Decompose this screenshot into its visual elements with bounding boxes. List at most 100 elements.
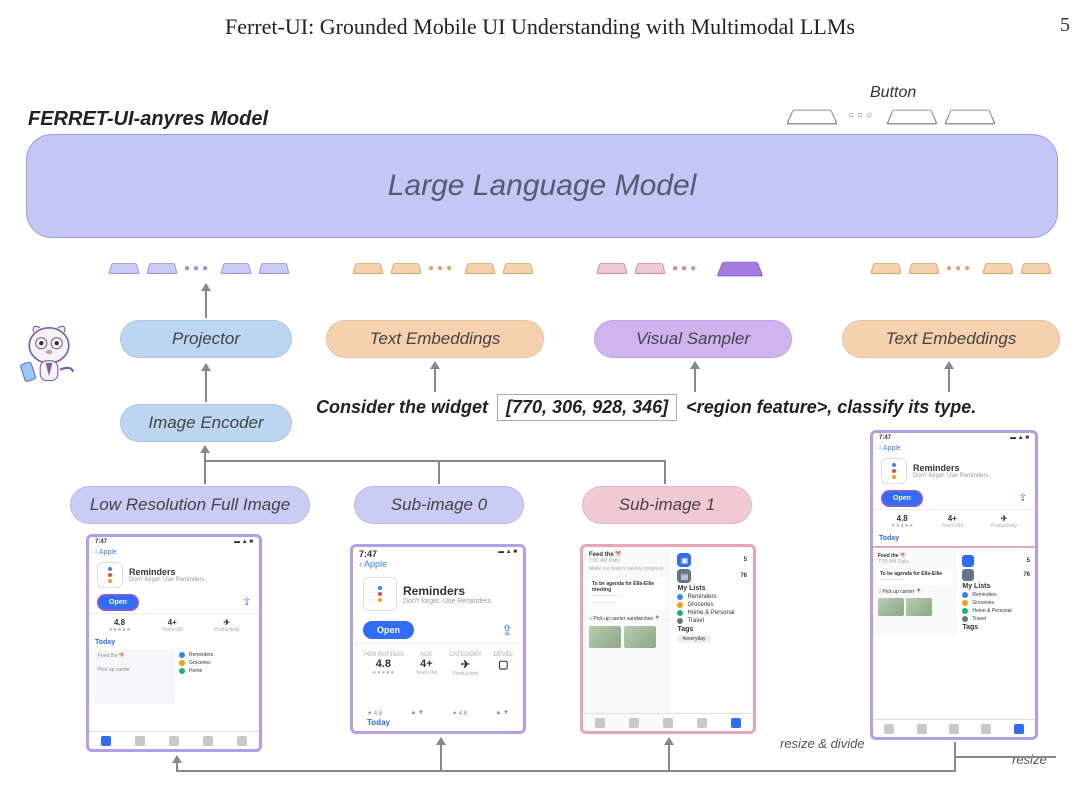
paper-title: Ferret-UI: Grounded Mobile UI Understand… bbox=[0, 0, 1080, 40]
screenshot-original: 7:47 ▬ ▲ ■ ‹ Apple Reminders Don't forget… bbox=[870, 430, 1038, 740]
resize-label: resize bbox=[1012, 752, 1047, 767]
status-icons: ▬ ▲ ■ bbox=[1010, 435, 1029, 441]
list-item: Travel bbox=[677, 618, 747, 624]
ellipsis-icon: ●●● bbox=[428, 263, 455, 274]
app-title: Reminders bbox=[403, 584, 493, 598]
resize-divide-label: resize & divide bbox=[780, 736, 865, 751]
sub-image-0-label: Sub-image 0 bbox=[354, 486, 524, 524]
list-item: Travel bbox=[962, 616, 1030, 622]
tabbar bbox=[873, 719, 1035, 737]
app-icon bbox=[363, 577, 397, 611]
prompt-suffix: , classify its type. bbox=[827, 397, 976, 417]
text-token bbox=[502, 263, 533, 274]
status-time: 7:47 bbox=[359, 549, 377, 555]
screenshot-sub1: Feed the 🐕 7:00 AM Daily Make our team's… bbox=[580, 544, 756, 734]
back-link: ‹ Apple bbox=[873, 443, 1035, 454]
connector bbox=[956, 756, 1056, 758]
text-token bbox=[908, 263, 939, 274]
share-icon: ⇪ bbox=[1019, 493, 1027, 504]
back-link: ‹ Apple bbox=[353, 557, 523, 571]
text-emb-label: Text Embeddings bbox=[370, 329, 501, 349]
status-time: 7:47 bbox=[879, 435, 891, 441]
open-button-boxed: Open bbox=[97, 594, 139, 611]
list-item: Home & Personal bbox=[677, 610, 747, 616]
stats-row: 4.8★★★★★ 4+Years Old ✈Productivity bbox=[873, 509, 1035, 533]
image-encoder-label: Image Encoder bbox=[148, 413, 263, 433]
app-title: Reminders bbox=[913, 463, 990, 473]
stats-row: 4.8★★★★★ 4+Years Old ✈Productivity bbox=[89, 613, 259, 637]
text-embeddings-module: Text Embeddings bbox=[326, 320, 544, 358]
page-number: 5 bbox=[1060, 14, 1070, 37]
today-label: Today bbox=[873, 533, 1035, 544]
tabbar bbox=[583, 713, 753, 731]
text-token bbox=[352, 263, 383, 274]
list-item: Groceries bbox=[962, 600, 1030, 606]
region-token bbox=[634, 263, 665, 274]
arrow-icon bbox=[176, 756, 178, 770]
visual-token bbox=[717, 262, 764, 277]
app-icon bbox=[881, 458, 907, 484]
text-token bbox=[1020, 263, 1051, 274]
connector bbox=[664, 460, 666, 484]
visual-sampler-module: Visual Sampler bbox=[594, 320, 792, 358]
arrow-icon bbox=[948, 362, 950, 392]
app-title: Reminders bbox=[129, 567, 206, 577]
list-item: Reminders bbox=[962, 592, 1030, 598]
arrow-icon bbox=[668, 738, 670, 770]
tags-header: Tags bbox=[677, 626, 747, 633]
stats-row: 7400 RATINGS4.8★★★★★ AGE4+Years Old CATE… bbox=[353, 643, 523, 685]
text-token bbox=[464, 263, 495, 274]
ferret-mascot-icon bbox=[16, 316, 82, 388]
open-button: Open bbox=[363, 621, 414, 639]
arrow-icon bbox=[694, 362, 696, 392]
ellipsis-icon: ●●● bbox=[672, 263, 699, 274]
app-tagline: Don't forget. Use Reminders. bbox=[403, 598, 493, 605]
list-item: Reminders bbox=[677, 594, 747, 600]
today-label: Today bbox=[89, 637, 259, 648]
tabbar bbox=[89, 731, 259, 749]
image-token bbox=[146, 263, 177, 274]
image-encoder-module: Image Encoder bbox=[120, 404, 292, 442]
share-icon: ⇪ bbox=[501, 622, 513, 639]
text-token bbox=[870, 263, 901, 274]
image-token bbox=[108, 263, 139, 274]
text-token bbox=[982, 263, 1013, 274]
prompt-text: Consider the widget [770, 306, 928, 346]… bbox=[316, 394, 976, 421]
list-item: Groceries bbox=[677, 602, 747, 608]
llm-label: Large Language Model bbox=[388, 169, 697, 203]
prompt-coords: [770, 306, 928, 346] bbox=[497, 394, 677, 421]
back-link: ‹ Apple bbox=[89, 547, 259, 558]
status-icons: ▬ ▲ ■ bbox=[498, 549, 517, 555]
projector-label: Projector bbox=[172, 329, 240, 349]
output-label: Button bbox=[870, 84, 916, 102]
lists-header: My Lists bbox=[677, 585, 747, 592]
image-token bbox=[220, 263, 251, 274]
model-label: FERRET-UI-anyres Model bbox=[28, 108, 268, 131]
visual-sampler-label: Visual Sampler bbox=[636, 329, 750, 349]
today-label: Today bbox=[361, 716, 396, 729]
open-button-boxed: Open bbox=[881, 490, 923, 507]
arrow-icon bbox=[204, 446, 206, 484]
projector-module: Projector bbox=[120, 320, 292, 358]
ellipsis-icon: ●●● bbox=[946, 263, 973, 274]
prompt-prefix: Consider the widget bbox=[316, 397, 488, 417]
app-tagline: Don't forget. Use Reminders. bbox=[913, 473, 990, 479]
region-token bbox=[596, 263, 627, 274]
arrow-icon bbox=[434, 362, 436, 392]
app-icon bbox=[97, 562, 123, 588]
output-token bbox=[786, 110, 838, 125]
low-res-image-label: Low Resolution Full Image bbox=[70, 486, 310, 524]
screenshot-full: 7:47▬ ▲ ■ ‹ Apple Reminders Don't forget… bbox=[86, 534, 262, 752]
ellipsis-icon: ●●● bbox=[184, 263, 211, 274]
image-token bbox=[258, 263, 289, 274]
text-emb-label-r: Text Embeddings bbox=[886, 329, 1017, 349]
connector bbox=[438, 460, 440, 484]
app-tagline: Don't forget. Use Reminders. bbox=[129, 577, 206, 583]
connector bbox=[176, 770, 956, 772]
list-item: Home & Personal bbox=[962, 608, 1030, 614]
arrow-icon bbox=[205, 284, 207, 318]
sub1-text: Sub-image 1 bbox=[619, 495, 715, 515]
output-token bbox=[886, 110, 938, 125]
sub0-text: Sub-image 0 bbox=[391, 495, 487, 515]
output-token bbox=[944, 110, 996, 125]
